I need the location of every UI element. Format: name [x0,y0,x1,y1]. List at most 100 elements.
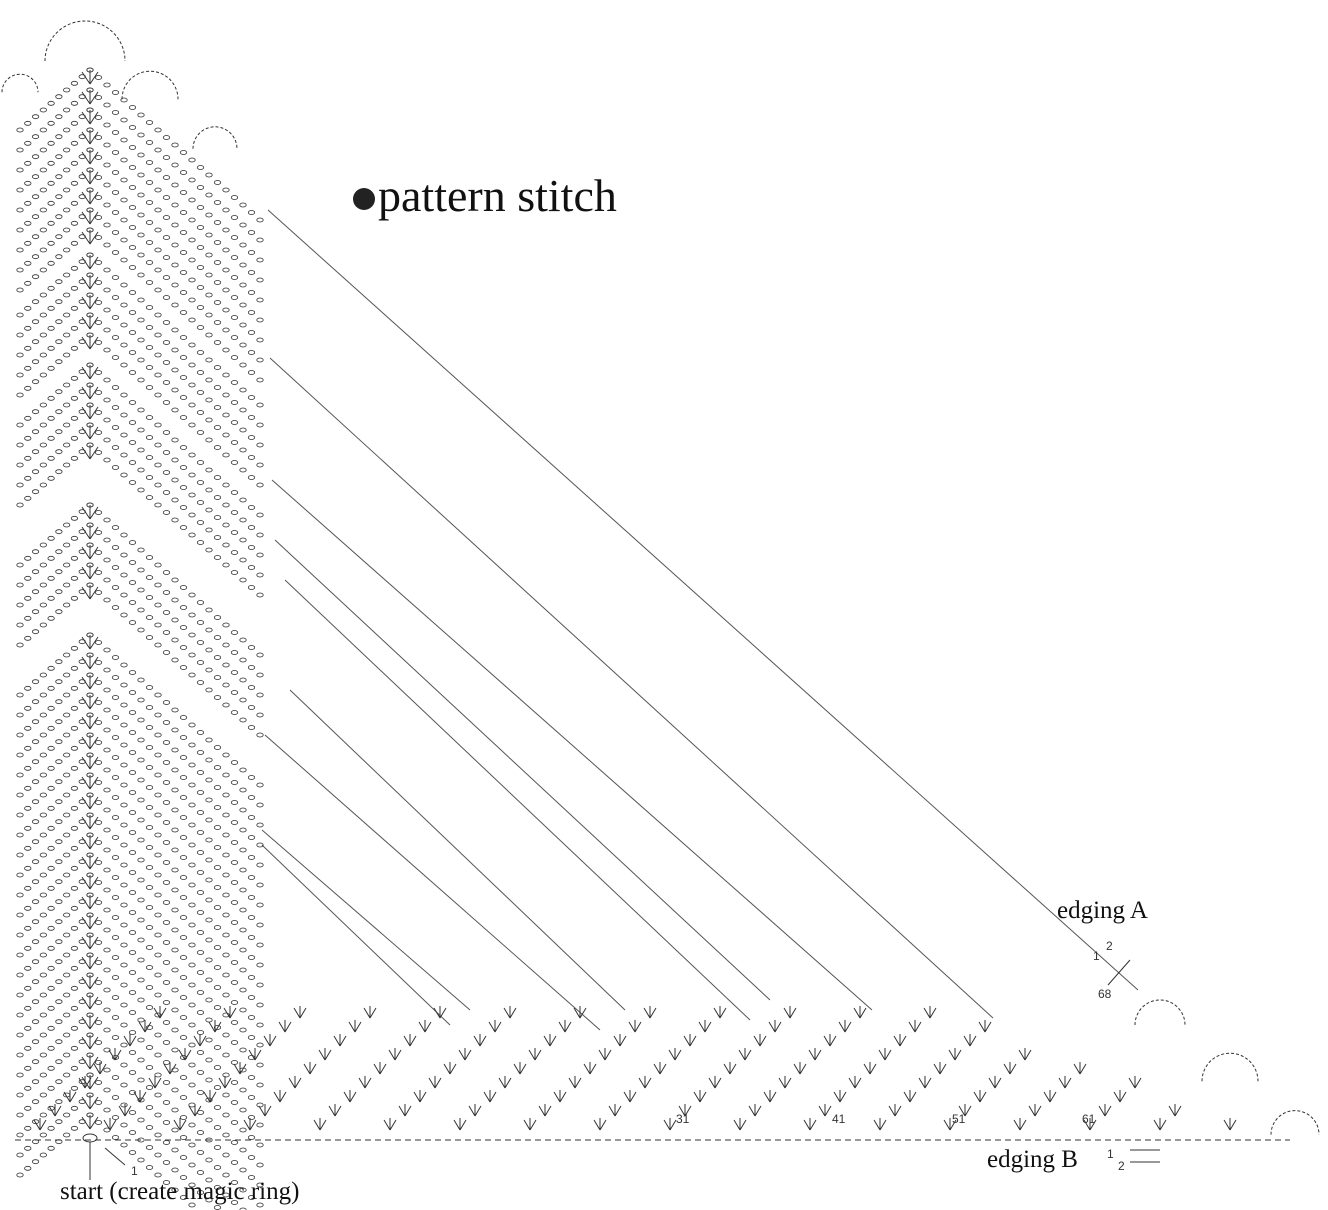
chain-stitch [247,775,256,780]
chain-stitch [205,507,213,513]
row-number: 51 [952,1112,966,1126]
chain-stitch [94,300,103,305]
chain-stitch [205,377,213,383]
chain-stitch [137,797,145,803]
fan-stitch [81,1035,99,1050]
chain-stitch [162,880,171,885]
chain-stitch [239,927,247,933]
chain-stitch [47,1065,55,1071]
chain-stitch [222,187,230,193]
chain-stitch [188,742,196,748]
chain-stitch [247,370,256,375]
chain-stitch [55,739,63,745]
chain-stitch [137,407,145,413]
chain-stitch [63,972,71,978]
fan-stitch [343,1090,357,1103]
chain-stitch [162,1080,171,1085]
chain-stitch [137,252,145,258]
chain-stitch [31,999,40,1005]
chain-stitch [137,1017,145,1023]
fan-stitch [81,315,99,330]
chain-stitch [256,442,264,448]
chain-stitch [55,429,63,435]
chain-stitch [103,1067,111,1073]
fan-stitch [81,525,99,540]
chain-stitch [196,660,205,665]
chain-stitch [171,262,179,268]
chain-stitch [120,822,128,828]
chain-stitch [55,254,63,260]
chain-stitch [103,707,111,713]
chain-stitch [196,1050,205,1055]
chain-stitch [94,1120,103,1125]
chain-stitch [162,320,171,325]
chain-stitch [55,94,63,100]
chain-stitch [230,780,239,785]
chain-stitch [63,522,71,528]
chain-stitch [24,745,32,751]
chain-stitch [120,1122,128,1128]
chain-stitch [39,312,47,318]
chain-stitch [162,780,171,785]
chain-stitch [70,1045,79,1051]
chain-stitch [47,985,55,991]
fan-stitch [81,110,99,125]
chain-stitch [39,107,47,113]
chain-stitch [230,335,239,340]
chain-stitch [179,1135,188,1140]
chain-stitch [31,1139,40,1145]
fan-stitch [303,1062,317,1075]
chain-stitch [213,845,222,850]
chain-stitch [111,1075,120,1080]
fan-stitch [63,1090,77,1103]
chain-stitch [145,200,154,205]
chain-stitch [103,767,111,773]
chain-stitch [239,262,247,268]
chain-stitch [63,227,71,233]
chain-stitch [171,807,179,813]
chain-stitch [120,982,128,988]
chain-stitch [70,80,79,86]
chain-stitch [31,699,40,705]
chain-stitch [16,187,24,193]
chain-stitch [55,919,63,925]
chain-stitch [111,275,120,280]
chain-stitch [24,595,32,601]
chain-stitch [230,570,239,575]
chain-stitch [196,205,205,210]
chain-stitch [205,292,213,298]
chain-stitch [39,1092,47,1098]
chain-stitch [145,1045,154,1050]
chain-stitch [145,1085,154,1090]
chain-stitch [128,620,137,625]
fan-stitch [918,1076,932,1089]
chain-stitch [120,1082,128,1088]
chain-stitch [47,160,55,166]
fan-stitch [81,755,99,770]
chain-stitch [120,197,128,203]
chain-stitch [171,407,179,413]
fan-stitch [81,1055,99,1070]
chain-stitch [239,1187,247,1193]
chain-stitch [213,1165,222,1170]
chain-stitch [55,1119,63,1125]
chain-stitch [103,907,111,913]
chain-stitch [111,855,120,860]
fan-stitch [863,1062,877,1075]
chain-stitch [94,1040,103,1045]
chain-stitch [145,635,154,640]
chain-stitch [31,959,40,965]
chain-stitch [213,945,222,950]
chain-stitch [145,455,154,460]
chain-stitch [230,650,239,655]
chain-stitch [188,217,196,223]
chain-stitch [128,830,137,835]
guide-line [261,844,451,1026]
chain-stitch [213,1005,222,1010]
chain-stitch [103,82,111,88]
chain-stitch [120,97,128,103]
chain-stitch [171,1127,179,1133]
chain-stitch [47,180,55,186]
chain-stitch [145,985,154,990]
chain-stitch [94,640,103,645]
